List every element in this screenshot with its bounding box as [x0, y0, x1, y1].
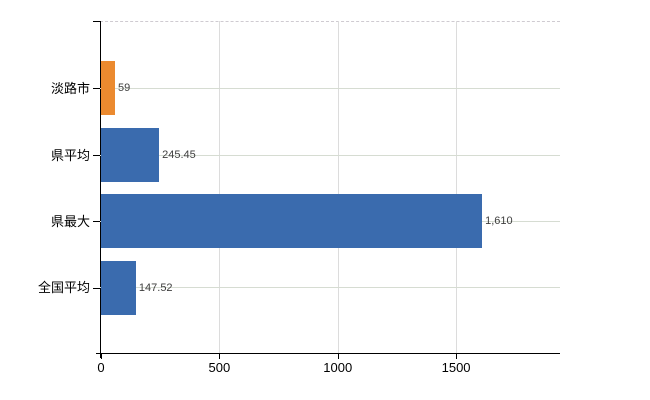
- y-axis-top-tick: [93, 21, 101, 22]
- x-tick-label-1500: 1500: [441, 360, 471, 375]
- category-label-awaji-city: 淡路市: [50, 81, 90, 96]
- bar-value-label: 245.45: [162, 148, 196, 161]
- bar-value-label: 147.52: [138, 281, 173, 294]
- bar-row-prefecture-max: 1,610: [101, 194, 560, 248]
- bar-row-awaji-city: 59: [101, 61, 560, 115]
- plot-top-dashed-border: [100, 21, 560, 22]
- x-tick-mark-0: [101, 354, 102, 359]
- bar-row-national-average: 147.52: [101, 261, 560, 315]
- bar-prefecture-max: [101, 194, 483, 248]
- x-tick-label-0: 0: [97, 360, 105, 375]
- x-tick-label-500: 500: [208, 360, 231, 375]
- vertical-gridline-1000: [337, 21, 339, 353]
- category-gridline: [100, 287, 560, 288]
- bar-row-prefecture-average: 245.45: [101, 128, 560, 182]
- plot-area: 59 245.45 1,610 147.52: [100, 21, 560, 353]
- x-tick-mark-500: [219, 354, 221, 359]
- bar-awaji-city: [101, 61, 115, 115]
- x-axis-tick-labels: 0 500 1000 1500: [97, 360, 560, 376]
- x-tick-mark-1500: [456, 354, 458, 359]
- category-tick: [93, 155, 100, 156]
- vertical-gridline-500: [219, 21, 221, 353]
- bar-value-label: 59: [117, 81, 131, 94]
- x-tick-mark-1000: [337, 354, 339, 359]
- category-label-prefecture-max: 県最大: [50, 214, 90, 229]
- category-tick: [93, 88, 100, 89]
- x-axis-ticks: [101, 354, 560, 359]
- category-tick: [93, 288, 100, 289]
- category-tick: [93, 221, 100, 222]
- y-axis-line: [100, 21, 101, 358]
- bar-national-average: [101, 261, 136, 315]
- x-tick-label-1000: 1000: [323, 360, 353, 375]
- x-axis-line: [96, 353, 560, 354]
- category-label-national-average: 全国平均: [37, 280, 90, 295]
- category-gridline: [100, 155, 560, 156]
- category-label-prefecture-average: 県平均: [50, 148, 90, 163]
- bar-prefecture-average: [101, 128, 160, 182]
- category-gridline: [100, 88, 560, 89]
- bar-value-label: 1,610: [485, 214, 513, 227]
- vertical-gridline-1500: [456, 21, 458, 353]
